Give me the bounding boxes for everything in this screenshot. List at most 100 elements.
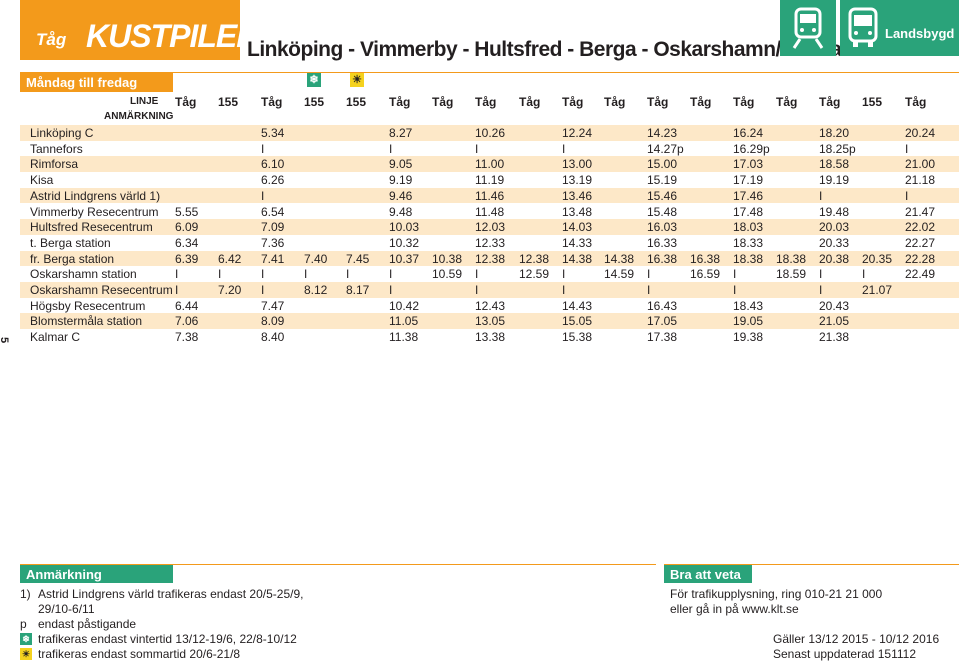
- time-cell: 19.48: [819, 204, 850, 219]
- sun-icon: ☀: [352, 74, 362, 86]
- time-cell: 21.07: [862, 283, 893, 297]
- time-cell: I: [261, 141, 265, 156]
- stop-name: Kalmar C: [30, 330, 81, 345]
- time-cell: I: [819, 267, 823, 282]
- time-cell: 21.47: [905, 204, 936, 219]
- time-cell: 16.38: [690, 251, 721, 266]
- time-cell: I: [819, 283, 823, 297]
- badge-label: Landsbygd: [885, 26, 955, 41]
- summer-note-symbol: ☀: [20, 648, 32, 660]
- route-title: Linköping - Vimmerby - Hultsfred - Berga…: [247, 38, 850, 61]
- time-cell: I: [475, 283, 479, 297]
- time-cell: 18.38: [733, 251, 764, 266]
- table-row: Rimforsa 6.10 9.05 11.00 13.00 15.00 17.03 18.5…: [20, 156, 959, 173]
- time-cell: 9.05: [389, 157, 413, 172]
- column-header: Tåg: [733, 95, 755, 109]
- time-cell: 10.59: [432, 267, 463, 282]
- time-cell: 14.23: [647, 126, 678, 140]
- time-cell: 16.59: [690, 267, 721, 282]
- info-website: eller gå in på www.klt.se: [670, 602, 799, 616]
- train-icon: [792, 7, 824, 49]
- time-cell: 18.33: [733, 235, 764, 250]
- day-label: Måndag till fredag: [26, 75, 138, 90]
- time-cell: 16.43: [647, 298, 678, 313]
- time-cell: 19.38: [733, 330, 764, 345]
- time-cell: 5.34: [261, 126, 285, 140]
- time-cell: 17.46: [733, 188, 764, 203]
- time-cell: 8.09: [261, 314, 285, 329]
- time-cell: I: [261, 267, 265, 282]
- time-cell: I: [905, 188, 909, 203]
- time-cell: 18.38: [776, 251, 807, 266]
- time-cell: 14.38: [604, 251, 635, 266]
- table-row: Astrid Lindgrens värld 1) I 9.46 11.46 13.46…: [20, 187, 959, 204]
- time-cell: 9.19: [389, 173, 413, 188]
- time-cell: I: [175, 283, 179, 297]
- summer-symbol: ☀: [350, 73, 364, 87]
- time-cell: 20.03: [819, 220, 850, 235]
- last-updated: Senast uppdaterad 151112: [773, 647, 917, 661]
- time-cell: I: [905, 141, 909, 156]
- valid-period: Gäller 13/12 2015 - 10/12 2016: [773, 632, 940, 646]
- time-cell: 17.19: [733, 173, 764, 188]
- time-cell: 12.24: [562, 126, 593, 140]
- note-1-line-1: Astrid Lindgrens värld trafikeras endast…: [38, 587, 304, 601]
- time-cell: 5.55: [175, 204, 199, 219]
- time-cell: I: [733, 283, 737, 297]
- table-row: Kisa 6.26 9.19 11.19 13.19 15.19 17.19 19.19 21.…: [20, 172, 959, 188]
- column-header: Tåg: [776, 95, 798, 109]
- time-cell: 11.00: [475, 157, 505, 172]
- time-cell: 12.59: [519, 267, 550, 282]
- time-cell: 11.46: [475, 188, 505, 203]
- time-cell: I: [389, 283, 393, 297]
- time-cell: I: [218, 267, 222, 282]
- time-cell: 14.33: [562, 235, 593, 250]
- time-cell: 16.03: [647, 220, 678, 235]
- time-cell: 22.27: [905, 235, 936, 250]
- divider: [664, 564, 959, 565]
- time-cell: 7.41: [261, 251, 285, 266]
- sun-icon: ☀: [21, 649, 31, 659]
- time-cell: I: [562, 283, 566, 297]
- column-header: 155: [218, 95, 239, 109]
- time-cell: 7.45: [346, 251, 370, 266]
- snowflake-icon: ❄: [22, 634, 30, 644]
- time-cell: 20.38: [819, 251, 850, 266]
- time-cell: 10.03: [389, 220, 420, 235]
- time-cell: I: [475, 141, 479, 156]
- time-cell: 12.43: [475, 298, 506, 313]
- time-cell: 6.42: [218, 251, 242, 266]
- column-header: Tåg: [475, 95, 497, 109]
- time-cell: 7.40: [304, 251, 328, 266]
- time-cell: 17.05: [647, 314, 678, 329]
- stop-name: Tannefors: [30, 141, 83, 156]
- bus-icon: [848, 7, 878, 47]
- brand-mode-label: Tåg: [36, 30, 67, 49]
- time-cell: I: [261, 283, 265, 297]
- time-cell: 10.26: [475, 126, 506, 140]
- column-header: Tåg: [175, 95, 197, 109]
- time-cell: 6.54: [261, 204, 285, 219]
- time-cell: I: [733, 267, 737, 282]
- divider: [20, 72, 959, 73]
- time-cell: I: [562, 267, 566, 282]
- time-cell: 14.27p: [647, 141, 684, 156]
- time-cell: 13.46: [562, 188, 593, 203]
- time-cell: 11.05: [389, 314, 419, 329]
- time-cell: 6.44: [175, 298, 199, 313]
- time-cell: I: [475, 267, 479, 282]
- time-cell: 7.20: [218, 283, 242, 297]
- time-cell: 6.39: [175, 251, 199, 266]
- column-header: 155: [862, 95, 883, 109]
- info-band: Bra att veta: [664, 565, 752, 583]
- time-cell: 18.59: [776, 267, 807, 282]
- time-cell: 18.20: [819, 126, 850, 140]
- time-cell: 22.28: [905, 251, 936, 266]
- time-cell: 13.38: [475, 330, 506, 345]
- stop-name: Astrid Lindgrens värld 1): [30, 188, 161, 203]
- time-cell: 15.48: [647, 204, 678, 219]
- time-cell: I: [819, 188, 823, 203]
- train-badge: [780, 0, 836, 56]
- brand-name: KUSTPILEN: [86, 18, 259, 54]
- time-cell: 20.35: [862, 251, 893, 266]
